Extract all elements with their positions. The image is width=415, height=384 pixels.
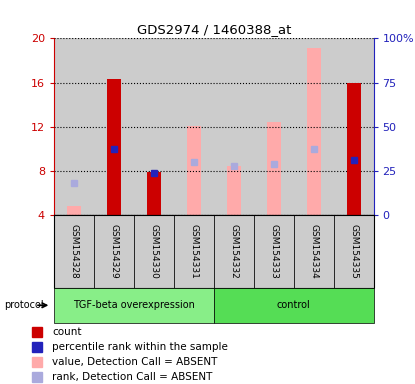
Bar	[174, 215, 214, 288]
Title: GDS2974 / 1460388_at: GDS2974 / 1460388_at	[137, 23, 291, 36]
Text: protocol: protocol	[4, 300, 44, 310]
Bar	[54, 38, 94, 215]
Bar	[214, 38, 254, 215]
Text: percentile rank within the sample: percentile rank within the sample	[52, 342, 228, 352]
Bar	[334, 215, 374, 288]
Bar	[147, 172, 161, 215]
Bar	[307, 48, 320, 215]
Text: value, Detection Call = ABSENT: value, Detection Call = ABSENT	[52, 357, 217, 367]
Bar	[94, 215, 134, 288]
Text: GSM154333: GSM154333	[269, 224, 278, 279]
Text: GSM154335: GSM154335	[349, 224, 358, 279]
Bar	[187, 126, 201, 215]
Text: GSM154334: GSM154334	[309, 224, 318, 279]
Text: GSM154331: GSM154331	[189, 224, 198, 279]
Bar	[54, 215, 94, 288]
Bar	[214, 215, 254, 288]
Bar	[334, 38, 374, 215]
Text: control: control	[277, 300, 310, 310]
Bar	[54, 288, 214, 323]
Bar	[227, 167, 241, 215]
Text: GSM154330: GSM154330	[149, 224, 158, 279]
Bar	[294, 38, 334, 215]
Bar	[347, 83, 361, 215]
Bar	[267, 122, 281, 215]
Bar	[67, 206, 81, 215]
Text: GSM154328: GSM154328	[69, 224, 78, 279]
Text: GSM154332: GSM154332	[229, 224, 238, 279]
Bar	[254, 215, 294, 288]
Bar	[214, 288, 374, 323]
Bar	[134, 215, 174, 288]
Text: count: count	[52, 327, 82, 337]
Bar	[254, 38, 294, 215]
Text: rank, Detection Call = ABSENT: rank, Detection Call = ABSENT	[52, 372, 212, 382]
Bar	[174, 38, 214, 215]
Bar	[134, 38, 174, 215]
Bar	[94, 38, 134, 215]
Text: TGF-beta overexpression: TGF-beta overexpression	[73, 300, 195, 310]
Bar	[294, 215, 334, 288]
Bar	[107, 79, 121, 215]
Text: GSM154329: GSM154329	[110, 224, 118, 279]
